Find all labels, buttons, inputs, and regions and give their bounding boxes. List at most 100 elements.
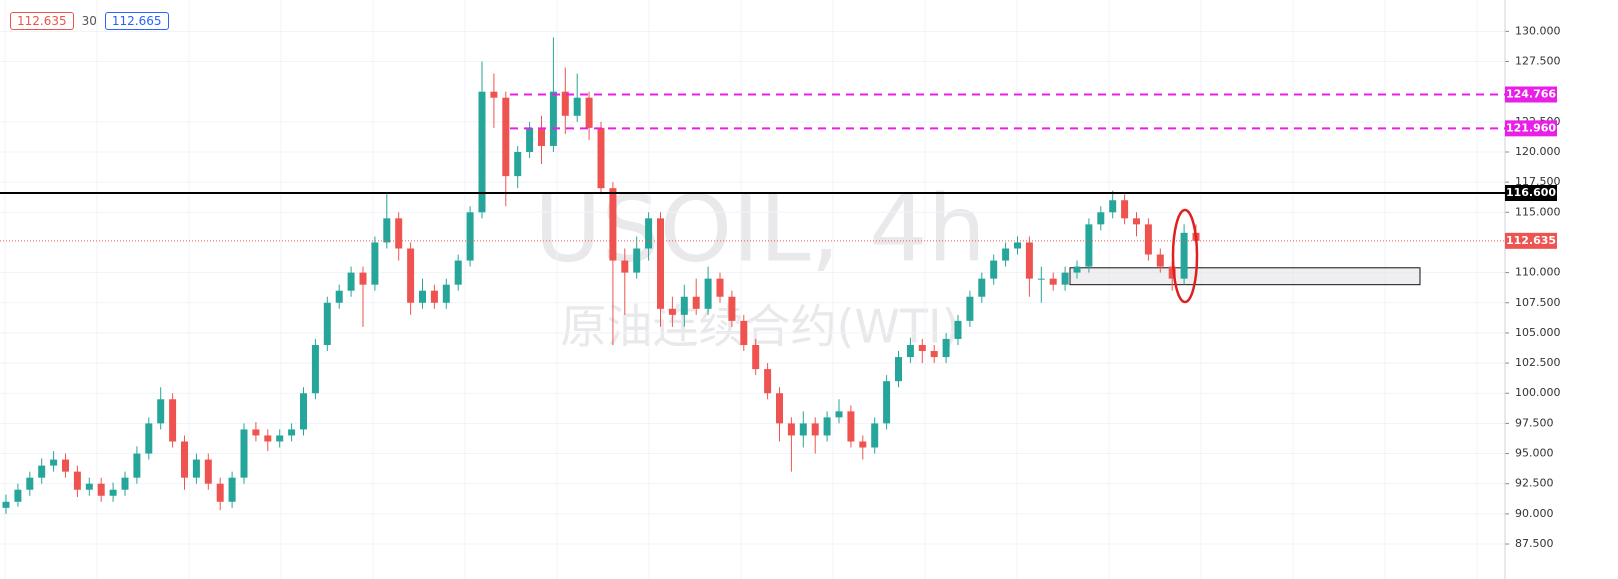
candle-body — [692, 296, 700, 309]
watermark-subtitle: 原油连续合约(WTI) — [560, 300, 959, 354]
bid[interactable]: 112.635 — [10, 12, 74, 30]
candle-body — [966, 296, 974, 321]
candle-body — [883, 381, 891, 424]
candle-body — [359, 272, 367, 285]
candle-body — [502, 97, 510, 177]
candle-body — [1014, 242, 1021, 249]
candle-body — [930, 351, 938, 358]
candle-body — [395, 218, 403, 249]
candle-body — [419, 290, 426, 303]
candle-body — [252, 429, 260, 436]
candle-body — [895, 357, 902, 382]
candle-body — [633, 248, 641, 273]
candle-body — [549, 91, 557, 146]
candle-body — [918, 344, 926, 352]
candle-body — [300, 393, 307, 430]
watermark: USOIL, 4h — [534, 175, 986, 282]
candle-body — [454, 260, 462, 285]
candle-body — [109, 489, 117, 496]
candle-body — [1097, 212, 1105, 225]
candle-body — [835, 411, 843, 418]
y-tick-label: 120.000 — [1515, 145, 1561, 158]
y-tick-label: 117.500 — [1515, 175, 1561, 188]
candle-body — [871, 423, 879, 448]
candle-body — [2, 501, 10, 508]
candle-body — [1073, 266, 1081, 273]
level-label: 112.635 — [1506, 234, 1556, 247]
y-tick-label: 90.000 — [1515, 507, 1554, 520]
y-tick-label: 110.000 — [1515, 266, 1561, 279]
candle-body — [288, 429, 296, 436]
candle-body — [181, 441, 188, 478]
candle-body — [1168, 266, 1176, 279]
candle-body — [73, 471, 81, 490]
ask[interactable]: 112.665 — [104, 12, 169, 30]
candle-body — [740, 320, 748, 345]
candle-body — [657, 218, 664, 309]
candle-body — [859, 441, 867, 448]
candle-body — [704, 278, 712, 309]
candle-body — [26, 477, 34, 490]
level-label-box — [1505, 185, 1557, 201]
candle-body — [1180, 232, 1188, 279]
candle-body — [668, 308, 676, 315]
candle-body — [728, 296, 736, 321]
candle-body — [526, 127, 534, 152]
candle-body — [169, 399, 177, 442]
candle-body — [990, 260, 998, 279]
candle-body — [776, 393, 783, 424]
candle-body — [799, 423, 807, 436]
candle-body — [978, 278, 986, 297]
candle-body — [276, 435, 284, 442]
y-tick-label: 87.500 — [1515, 537, 1554, 550]
candle-body — [585, 97, 593, 128]
candle-body — [764, 369, 772, 394]
candle-body — [811, 423, 819, 436]
candle-body — [478, 91, 486, 213]
candle-body — [1109, 200, 1117, 213]
candle-body — [133, 453, 141, 478]
candle-body — [121, 477, 129, 490]
candle-body — [645, 218, 653, 249]
candle-body — [371, 242, 379, 285]
candle-body — [514, 151, 522, 177]
candle-body — [442, 284, 450, 303]
candle-body — [145, 423, 153, 454]
level-label-box — [1505, 86, 1557, 103]
candle-body — [1025, 242, 1033, 279]
candle-body — [14, 489, 22, 502]
candle-body — [954, 320, 962, 339]
zone — [1069, 267, 1421, 286]
candle-body — [466, 212, 474, 261]
highlight-ellipse — [1171, 208, 1199, 304]
candle-body — [311, 344, 319, 394]
candle-body — [538, 127, 545, 146]
level-label-box — [1505, 120, 1557, 137]
level-label-box — [1505, 232, 1557, 249]
candle-body — [1049, 278, 1057, 285]
level-label: 121.960 — [1506, 121, 1556, 134]
candle-body — [62, 459, 69, 472]
header: 112.635 30 112.665 — [10, 12, 169, 30]
spread: 30 — [81, 14, 97, 28]
candle-body — [787, 423, 795, 436]
candle-body — [1037, 278, 1045, 280]
candle-body — [157, 399, 165, 424]
y-tick-label: 130.000 — [1515, 24, 1561, 37]
candle-body — [823, 417, 831, 436]
candle-body — [85, 483, 93, 490]
candle-body — [573, 97, 581, 116]
candle-body — [752, 344, 760, 370]
candle-body — [347, 272, 355, 291]
y-tick-label: 97.500 — [1515, 416, 1554, 429]
candle-body — [621, 260, 629, 273]
candle-body — [1085, 224, 1093, 267]
candle-body — [1061, 272, 1069, 285]
candle-body — [216, 483, 224, 502]
candle-body — [680, 296, 688, 315]
y-tick-label: 105.000 — [1515, 326, 1561, 339]
candle-body — [609, 188, 617, 261]
candle-body — [1002, 248, 1010, 261]
